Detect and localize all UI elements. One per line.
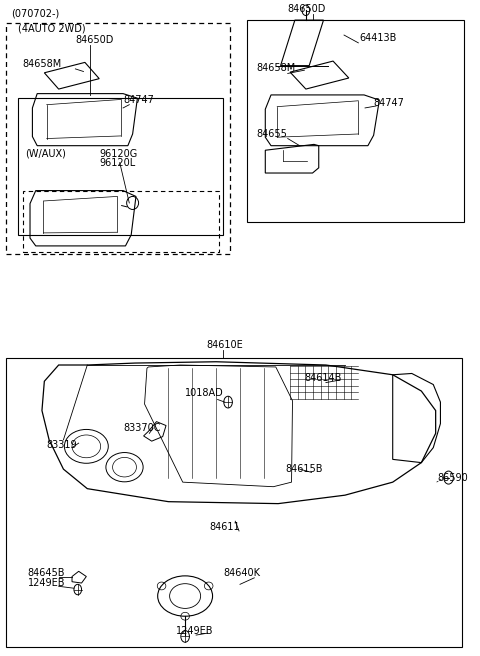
Text: 84747: 84747 xyxy=(123,94,154,105)
Text: 1249EB: 1249EB xyxy=(176,626,213,636)
Text: 84611: 84611 xyxy=(209,522,240,532)
Text: 84645B: 84645B xyxy=(28,568,65,578)
Text: 84658M: 84658M xyxy=(257,64,296,73)
Text: 84610E: 84610E xyxy=(206,340,243,350)
Text: 96120G: 96120G xyxy=(99,149,137,159)
Text: 84615B: 84615B xyxy=(285,464,323,474)
Text: 64413B: 64413B xyxy=(360,33,396,43)
Text: 86590: 86590 xyxy=(437,474,468,483)
Text: 83319: 83319 xyxy=(47,440,77,449)
Text: 84747: 84747 xyxy=(373,98,405,108)
Text: 84650D: 84650D xyxy=(75,35,114,45)
Text: 96120L: 96120L xyxy=(99,158,135,168)
Text: 84658M: 84658M xyxy=(23,59,62,69)
Text: 84640K: 84640K xyxy=(223,568,260,578)
Text: 84655: 84655 xyxy=(257,129,288,138)
Text: (4AUTO 2WD): (4AUTO 2WD) xyxy=(18,23,86,33)
Text: 84650D: 84650D xyxy=(288,3,326,14)
Text: 84614B: 84614B xyxy=(304,373,342,382)
Text: (070702-): (070702-) xyxy=(11,8,59,18)
Text: (W/AUX): (W/AUX) xyxy=(25,149,66,159)
Text: 83370C: 83370C xyxy=(123,423,161,434)
Text: 1018AD: 1018AD xyxy=(185,388,224,398)
Text: 1249EB: 1249EB xyxy=(28,578,65,588)
